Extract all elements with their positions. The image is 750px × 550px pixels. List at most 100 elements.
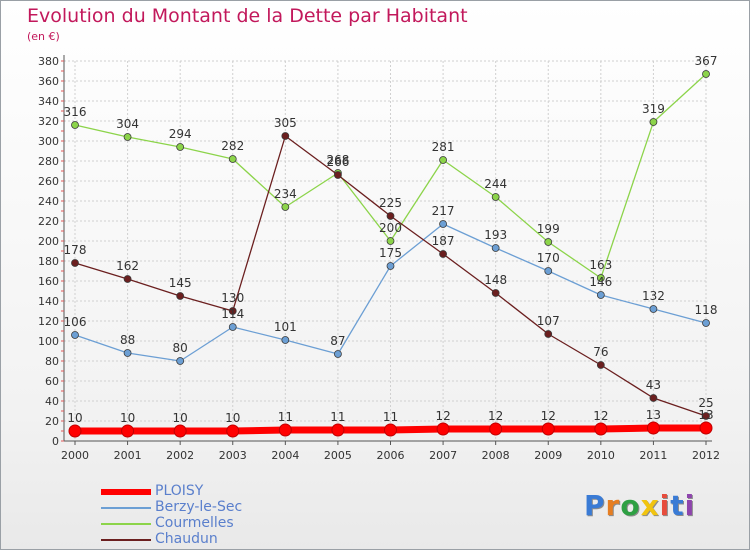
data-label-ploisy: 13 [698,408,713,422]
logo-letter: i [684,489,696,522]
y-tick-label: 260 [38,175,59,188]
data-label-ploisy: 12 [488,409,503,423]
data-label-berzy-le-sec: 193 [484,228,507,242]
proxiti-logo: Proxiti [584,489,695,522]
data-label-chaudun: 148 [484,273,507,287]
data-point-ploisy [594,422,608,436]
legend-swatch-courmelles [101,523,151,525]
data-point-courmelles [544,238,553,246]
grid [64,60,707,442]
data-label-ploisy: 10 [120,411,135,425]
data-label-berzy-le-sec: 175 [379,246,402,260]
data-label-ploisy: 11 [278,410,293,424]
logo-letter: o [620,489,641,522]
data-label-chaudun: 25 [698,396,713,410]
data-point-berzy-le-sec [334,350,342,358]
y-tick-label: 360 [38,75,59,88]
data-label-courmelles: 304 [116,117,139,131]
data-label-berzy-le-sec: 118 [695,303,718,317]
data-label-courmelles: 282 [221,139,244,153]
data-point-courmelles [123,133,132,141]
data-label-courmelles: 268 [326,153,349,167]
x-tick-label: 2001 [114,449,142,462]
y-tick-label: 0 [52,435,59,448]
x-tick-label: 2008 [482,449,510,462]
logo-letter: r [605,489,621,522]
data-point-berzy-le-sec [176,357,185,365]
x-tick-label: 2003 [219,449,247,462]
data-label-chaudun: 43 [646,378,661,392]
data-label-courmelles: 200 [379,221,402,235]
data-point-courmelles [439,156,447,164]
data-label-ploisy: 10 [173,411,188,425]
legend-label: Courmelles [155,515,234,531]
data-label-berzy-le-sec: 132 [642,289,665,303]
data-point-courmelles [176,143,185,151]
data-label-chaudun: 178 [64,243,87,257]
data-point-courmelles [228,155,237,163]
legend-label: Berzy-le-Sec [155,499,243,515]
y-tick-label: 380 [38,55,59,68]
y-tick-label: 20 [45,415,59,428]
axes: 0 20 40 60 80 100 120 140 160 180 200 220 240 260 280 3… [38,55,720,462]
data-point-berzy-le-sec [281,336,290,344]
data-point-courmelles [649,118,658,126]
y-tick-label: 300 [38,135,59,148]
data-point-chaudun [123,275,132,283]
data-point-chaudun [596,361,605,369]
data-point-ploisy [646,421,660,435]
x-tick-label: 2004 [271,449,299,462]
data-label-chaudun: 145 [169,276,192,290]
legend-label: Chaudun [155,531,218,547]
data-point-ploisy [699,421,713,435]
data-label-courmelles: 244 [484,177,507,191]
data-point-ploisy [173,424,187,438]
data-label-chaudun: 225 [379,196,402,210]
data-label-berzy-le-sec: 106 [64,315,87,329]
x-tick-label: 2007 [429,449,457,462]
data-label-courmelles: 316 [64,105,87,119]
data-label-ploisy: 12 [541,409,556,423]
data-label-berzy-le-sec: 217 [432,204,455,218]
data-label-ploisy: 12 [435,409,450,423]
data-point-berzy-le-sec [439,220,447,228]
data-point-chaudun [334,171,342,179]
data-point-chaudun [386,212,395,220]
y-tick-label: 120 [38,315,59,328]
data-point-ploisy [436,422,450,436]
y-tick-label: 160 [38,275,59,288]
data-point-ploisy [331,423,345,437]
data-point-berzy-le-sec [544,267,553,275]
data-point-chaudun [649,394,658,402]
data-label-courmelles: 294 [169,127,192,141]
data-point-courmelles [71,121,79,129]
data-label-berzy-le-sec: 87 [330,334,345,348]
data-label-chaudun: 187 [432,234,455,248]
data-point-ploisy [384,423,397,437]
data-label-chaudun: 76 [593,345,608,359]
data-point-berzy-le-sec [228,323,237,331]
data-label-ploisy: 10 [67,411,82,425]
legend-swatch-ploisy [101,489,151,495]
x-tick-label: 2011 [639,449,667,462]
data-label-berzy-le-sec: 101 [274,320,297,334]
x-tick-label: 2002 [166,449,194,462]
x-tick-label: 2000 [61,449,89,462]
data-point-chaudun [281,132,290,140]
data-point-ploisy [489,422,503,436]
data-point-berzy-le-sec [386,262,395,270]
data-label-courmelles: 234 [274,187,297,201]
data-point-berzy-le-sec [491,244,500,252]
data-label-berzy-le-sec: 80 [173,341,188,355]
y-tick-label: 40 [45,395,59,408]
data-label-berzy-le-sec: 114 [221,307,244,321]
data-label-courmelles: 319 [642,102,665,116]
data-label-chaudun: 305 [274,116,297,130]
data-label-courmelles: 367 [695,54,718,68]
legend-swatch-chaudun [101,539,151,541]
data-label-courmelles: 281 [432,140,455,154]
data-point-berzy-le-sec [596,291,605,299]
logo-letter: P [584,489,606,522]
data-point-ploisy [68,424,82,438]
